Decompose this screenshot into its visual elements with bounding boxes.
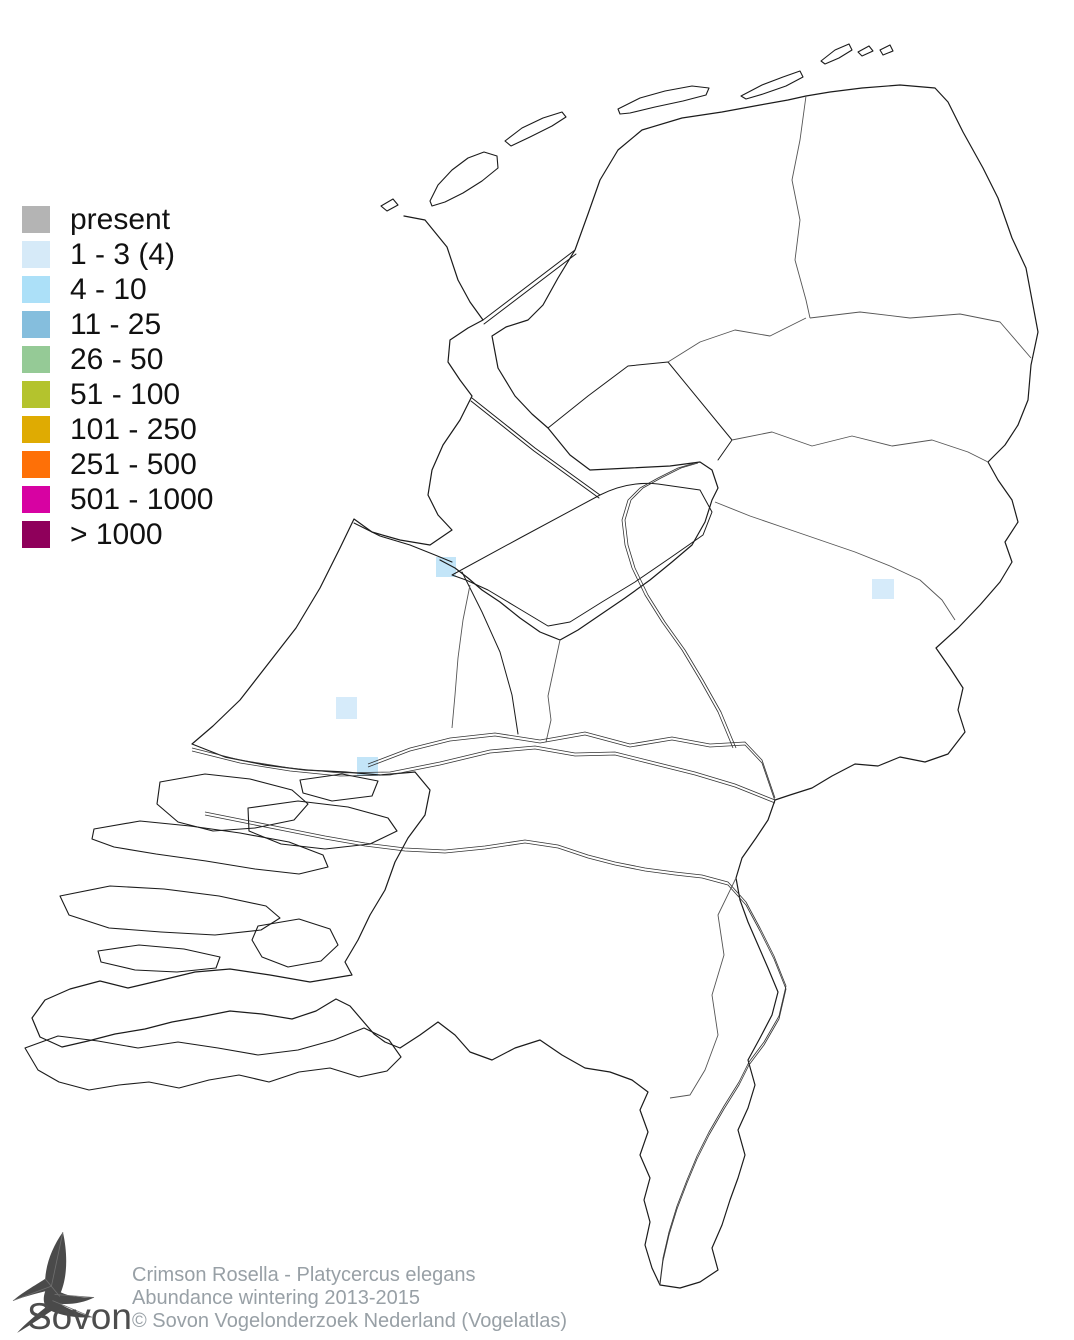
houtribdijk-line [470, 400, 600, 499]
abundance-square [357, 757, 378, 776]
legend-label: 51 - 100 [70, 377, 181, 411]
river-ijssel [624, 462, 737, 749]
island-small [857, 45, 874, 57]
map-captions: Crimson Rosella - Platycercus elegans Ab… [132, 1264, 567, 1333]
dikes-and-canals [353, 249, 733, 735]
island-terschelling [617, 85, 710, 115]
border-drenthe-overijssel [731, 431, 989, 463]
island-ijsselmonde [299, 773, 379, 802]
copyright-caption: © Sovon Vogelonderzoek Nederland (Vogela… [132, 1310, 568, 1332]
legend-swatch [22, 521, 50, 548]
legend-label: 11 - 25 [70, 307, 162, 341]
legend: present 1 - 3 (4) 4 - 10 11 - 25 26 - 50 51 -… [22, 202, 213, 552]
afsluitdijk-line [483, 253, 577, 325]
border-groningen-drenthe [809, 311, 1032, 359]
abundance-square [872, 579, 894, 599]
mainland-outline [31, 84, 1039, 1289]
swallow-icon [12, 1232, 95, 1333]
legend-label: 26 - 50 [70, 342, 164, 376]
legend-swatch [22, 416, 50, 443]
region-zeeuws-vlaanderen [24, 1027, 402, 1091]
legend-swatch [22, 381, 50, 408]
river-ijssel [621, 462, 734, 749]
legend-swatch [22, 311, 50, 338]
legend-label: 101 - 250 [70, 412, 197, 446]
legend-label: > 1000 [70, 517, 163, 551]
legend-swatch [22, 276, 50, 303]
legend-item: > 1000 [22, 517, 213, 552]
legend-swatch [22, 206, 50, 233]
sovon-logo-text: Sovon [27, 1296, 132, 1337]
island-voorne-putten [156, 773, 309, 832]
border-zuidholland-utrecht [451, 584, 471, 729]
noordzeekanaal-line [353, 522, 453, 563]
legend-swatch [22, 451, 50, 478]
legend-item: 11 - 25 [22, 307, 213, 342]
rivers [191, 462, 787, 1286]
wadden-islands [380, 43, 894, 212]
legend-swatch [22, 486, 50, 513]
legend-swatch [22, 346, 50, 373]
province-borders [451, 95, 1032, 1099]
border-brabant-limburg [669, 877, 737, 1099]
border-utrecht-gelderland [545, 639, 561, 743]
legend-item: 101 - 250 [22, 412, 213, 447]
noordoostpolder-outline [547, 361, 733, 461]
island-small [879, 44, 894, 56]
river-maas [204, 811, 787, 1283]
abundance-squares-layer [336, 557, 894, 776]
legend-item: 501 - 1000 [22, 482, 213, 517]
legend-label: 1 - 3 (4) [70, 237, 176, 271]
legend-item: 251 - 500 [22, 447, 213, 482]
afsluitdijk-line [482, 249, 576, 321]
island-goeree-overflakkee [91, 820, 329, 875]
island-noord-beveland [97, 944, 221, 973]
border-friesland-groningen [791, 95, 811, 319]
island-noorderhaaks [380, 198, 399, 212]
river-waal [191, 748, 776, 804]
houtribdijk-line [471, 397, 601, 496]
island-vlieland [504, 111, 567, 147]
island-texel [429, 151, 499, 207]
species-caption: Crimson Rosella - Platycercus elegans [132, 1264, 476, 1286]
legend-item: present [22, 202, 213, 237]
river-maas [204, 814, 787, 1286]
legend-item: 51 - 100 [22, 377, 213, 412]
legend-item: 26 - 50 [22, 342, 213, 377]
flevoland-outline [451, 482, 713, 627]
abundance-square [336, 697, 357, 719]
legend-label: 4 - 10 [70, 272, 147, 306]
legend-label: 501 - 1000 [70, 482, 214, 516]
amsterdam-rijnkanaal-line [461, 571, 519, 735]
period-caption: Abundance wintering 2013-2015 [132, 1287, 420, 1309]
island-tholen [251, 918, 339, 968]
legend-item: 1 - 3 (4) [22, 237, 213, 272]
island-schiermonnikoog [820, 43, 853, 65]
island-ameland [740, 70, 804, 100]
legend-swatch [22, 241, 50, 268]
sovon-logo [12, 1232, 95, 1333]
border-friesland-drenthe [667, 317, 807, 363]
delta-islands [24, 773, 402, 1091]
legend-label: present [70, 202, 171, 236]
river-lek [367, 734, 776, 802]
legend-item: 4 - 10 [22, 272, 213, 307]
legend-label: 251 - 500 [70, 447, 197, 481]
island-schouwen-duiveland [59, 885, 281, 936]
border-overijssel-gelderland [714, 501, 956, 621]
